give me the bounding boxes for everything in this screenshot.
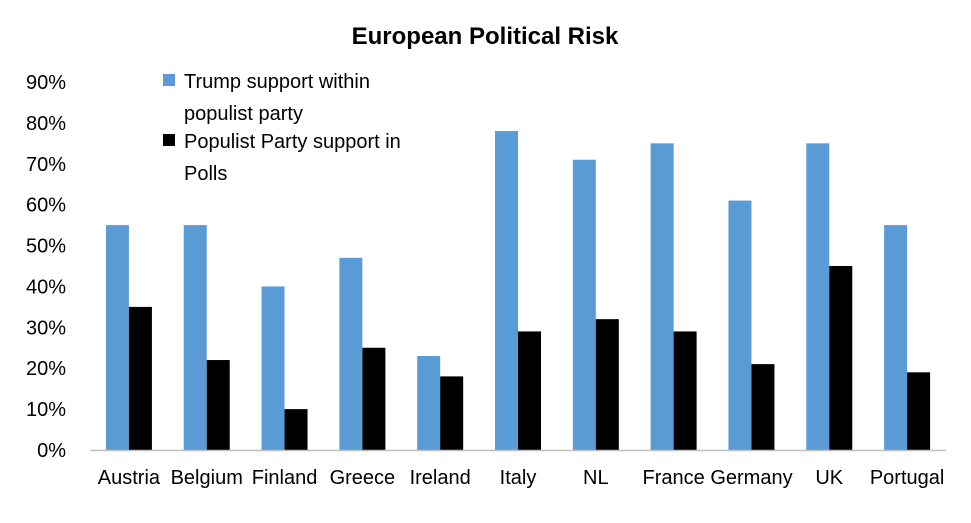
y-tick-label: 50% [26,236,66,258]
x-tick-label: Belgium [171,467,243,489]
x-tick-label: Greece [330,467,396,489]
legend-label: Populist Party support in [184,131,401,153]
legend-label: populist party [184,103,303,125]
x-tick-label: Ireland [410,467,471,489]
legend: Trump support within populist party Populi… [163,71,401,185]
x-tick-label: Finland [252,467,318,489]
y-tick-label: 70% [26,154,66,176]
x-axis: Austria Belgium Finland Greece Ireland Italy N… [98,467,945,489]
x-tick-label: France [643,467,705,489]
bar-populist-support-ireland [440,376,464,450]
y-tick-label: 0% [37,440,66,462]
bar-trump-support-france [650,143,674,451]
bar-populist-support-uk [829,266,853,450]
bar-trump-support-ireland [417,355,441,450]
x-tick-label: Portugal [870,467,945,489]
bar-populist-support-portugal [907,372,931,450]
bar-populist-support-belgium [206,360,230,450]
legend-swatch-trump-support [163,74,175,86]
x-tick-label: NL [583,467,609,489]
y-tick-label: 10% [26,399,66,421]
x-tick-label: Italy [500,467,537,489]
bar-trump-support-austria [105,225,129,450]
y-axis: 0% 10% 20% 30% 40% 50% 60% 70% 80% 90% [26,72,66,462]
bar-populist-support-france [673,331,697,450]
y-tick-label: 90% [26,72,66,94]
bar-populist-support-greece [362,347,386,450]
bar-trump-support-nl [572,159,596,450]
y-tick-label: 20% [26,358,66,380]
chart-title: European Political Risk [352,23,619,50]
legend-label: Polls [184,163,227,185]
legend-swatch-populist-support [163,134,175,146]
y-tick-label: 30% [26,317,66,339]
x-tick-label: Austria [98,467,161,489]
bar-trump-support-germany [728,200,752,450]
bar-trump-support-finland [261,286,285,450]
bar-trump-support-portugal [884,225,908,450]
bar-populist-support-germany [751,364,775,450]
bar-populist-support-austria [128,306,152,450]
bars [105,131,931,451]
bar-populist-support-nl [595,319,619,450]
bar-trump-support-italy [495,131,518,451]
y-tick-label: 60% [26,195,66,217]
x-tick-label: Germany [710,467,792,489]
bar-populist-support-italy [518,331,541,450]
bar-trump-support-greece [339,257,363,450]
y-tick-label: 40% [26,276,66,298]
bar-populist-support-finland [284,409,308,450]
bar-trump-support-uk [806,143,830,451]
x-tick-label: UK [815,467,843,489]
legend-label: Trump support within [184,71,370,93]
y-tick-label: 80% [26,113,66,135]
bar-trump-support-belgium [183,225,207,450]
